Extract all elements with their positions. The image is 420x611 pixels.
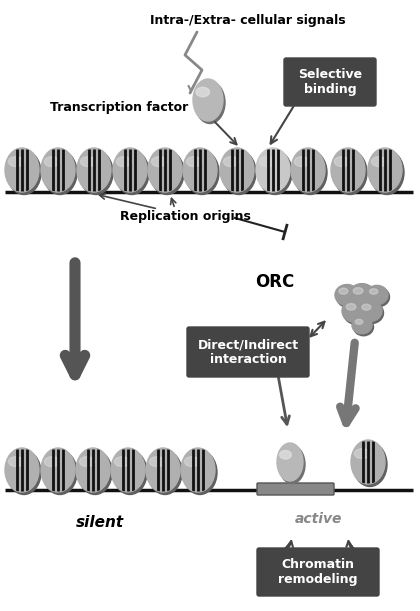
Text: Intra-/Extra- cellular signals: Intra-/Extra- cellular signals: [150, 14, 346, 27]
Ellipse shape: [370, 289, 378, 295]
Text: Transcription factor: Transcription factor: [50, 101, 188, 114]
Ellipse shape: [76, 448, 110, 492]
Text: Selective
binding: Selective binding: [298, 68, 362, 96]
Ellipse shape: [331, 148, 365, 192]
Ellipse shape: [368, 148, 402, 192]
Text: Replication origins: Replication origins: [120, 210, 250, 223]
Ellipse shape: [185, 150, 219, 194]
Ellipse shape: [368, 287, 389, 307]
Text: ORC: ORC: [255, 273, 294, 291]
Ellipse shape: [220, 148, 254, 192]
Ellipse shape: [148, 450, 182, 494]
Ellipse shape: [41, 448, 75, 492]
Ellipse shape: [146, 448, 180, 492]
Ellipse shape: [151, 156, 167, 167]
Ellipse shape: [358, 301, 382, 321]
Ellipse shape: [196, 87, 210, 97]
Ellipse shape: [8, 156, 24, 167]
Ellipse shape: [280, 450, 291, 459]
Ellipse shape: [222, 150, 256, 194]
Ellipse shape: [43, 450, 77, 494]
Ellipse shape: [79, 456, 94, 467]
Ellipse shape: [45, 156, 60, 167]
Ellipse shape: [342, 299, 368, 323]
Ellipse shape: [333, 150, 367, 194]
Ellipse shape: [116, 156, 132, 167]
Ellipse shape: [115, 150, 149, 194]
Ellipse shape: [80, 156, 96, 167]
Ellipse shape: [335, 285, 359, 306]
Ellipse shape: [294, 156, 310, 167]
Ellipse shape: [148, 148, 182, 192]
Ellipse shape: [184, 456, 200, 467]
Ellipse shape: [183, 450, 217, 494]
Ellipse shape: [339, 288, 348, 294]
Ellipse shape: [260, 156, 275, 167]
Text: active: active: [294, 512, 342, 526]
Text: Direct/Indirect
interaction: Direct/Indirect interaction: [197, 338, 299, 366]
Ellipse shape: [354, 318, 373, 336]
Ellipse shape: [5, 448, 39, 492]
Ellipse shape: [193, 79, 223, 121]
FancyBboxPatch shape: [284, 58, 376, 106]
Ellipse shape: [113, 148, 147, 192]
Ellipse shape: [277, 443, 303, 481]
Ellipse shape: [334, 156, 350, 167]
Ellipse shape: [183, 148, 217, 192]
Ellipse shape: [78, 450, 112, 494]
Ellipse shape: [360, 302, 383, 323]
Ellipse shape: [5, 148, 39, 192]
Ellipse shape: [186, 156, 202, 167]
Ellipse shape: [150, 456, 165, 467]
Ellipse shape: [371, 156, 387, 167]
Ellipse shape: [351, 285, 376, 309]
Ellipse shape: [114, 456, 130, 467]
Ellipse shape: [346, 304, 356, 310]
Ellipse shape: [353, 442, 387, 486]
Ellipse shape: [7, 450, 41, 494]
Ellipse shape: [181, 448, 215, 492]
Ellipse shape: [7, 150, 41, 194]
Ellipse shape: [344, 302, 370, 324]
Ellipse shape: [349, 284, 375, 306]
Ellipse shape: [113, 450, 147, 494]
Ellipse shape: [43, 150, 77, 194]
Ellipse shape: [258, 150, 292, 194]
Ellipse shape: [41, 148, 75, 192]
Ellipse shape: [223, 156, 239, 167]
Text: Chromatin
remodeling: Chromatin remodeling: [278, 558, 358, 586]
Ellipse shape: [336, 287, 360, 307]
Ellipse shape: [370, 150, 404, 194]
Ellipse shape: [79, 150, 113, 194]
Ellipse shape: [353, 288, 363, 294]
FancyBboxPatch shape: [257, 548, 379, 596]
Ellipse shape: [150, 150, 184, 194]
Ellipse shape: [279, 445, 305, 483]
Ellipse shape: [352, 316, 372, 334]
Ellipse shape: [256, 148, 290, 192]
Ellipse shape: [366, 285, 388, 305]
Ellipse shape: [291, 148, 325, 192]
FancyBboxPatch shape: [257, 483, 334, 495]
Ellipse shape: [111, 448, 145, 492]
Text: silent: silent: [76, 515, 124, 530]
Ellipse shape: [45, 456, 60, 467]
FancyBboxPatch shape: [187, 327, 309, 377]
Ellipse shape: [195, 81, 225, 123]
Ellipse shape: [354, 448, 370, 459]
Ellipse shape: [351, 440, 385, 484]
Ellipse shape: [77, 148, 111, 192]
Ellipse shape: [8, 456, 24, 467]
Ellipse shape: [355, 320, 363, 324]
Ellipse shape: [362, 304, 371, 310]
Ellipse shape: [293, 150, 327, 194]
